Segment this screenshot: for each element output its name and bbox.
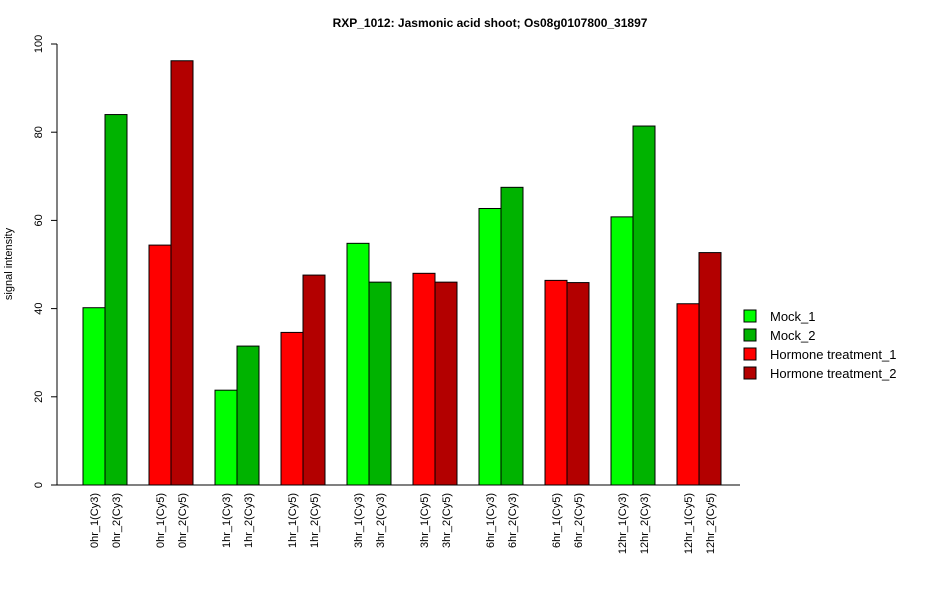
legend-swatch xyxy=(743,309,757,323)
bar xyxy=(280,331,304,486)
bar xyxy=(434,281,458,486)
legend-label: Mock_2 xyxy=(770,328,816,343)
x-tick-label: 12hr_2(Cy5) xyxy=(705,493,717,554)
legend-swatch xyxy=(743,366,757,380)
legend: Mock_1 Mock_2 Hormone treatment_1 Hormone t… xyxy=(743,309,896,381)
bar xyxy=(368,281,392,486)
y-tick-label: 0 xyxy=(33,482,45,488)
bar xyxy=(632,125,656,486)
legend-label: Mock_1 xyxy=(770,309,816,324)
bar xyxy=(676,303,700,486)
legend-label: Hormone treatment_2 xyxy=(770,366,896,381)
bar xyxy=(412,272,436,486)
legend-swatch xyxy=(743,347,757,361)
x-tick-label: 1hr_2(Cy3) xyxy=(243,493,255,548)
x-tick-label: 12hr_2(Cy3) xyxy=(639,493,651,554)
x-tick-label: 3hr_1(Cy5) xyxy=(419,493,431,548)
bar xyxy=(478,207,502,486)
y-tick-label: 40 xyxy=(33,302,45,314)
chart-title: RXP_1012: Jasmonic acid shoot; Os08g0107… xyxy=(333,16,648,30)
y-axis-label: signal intensity xyxy=(3,227,15,300)
x-tick-label: 12hr_1(Cy5) xyxy=(683,493,695,554)
x-tick-label: 3hr_2(Cy5) xyxy=(441,493,453,548)
legend-label: Hormone treatment_1 xyxy=(770,347,896,362)
legend-swatch xyxy=(743,328,757,342)
bar xyxy=(346,242,370,486)
x-tick-label: 0hr_2(Cy5) xyxy=(177,493,189,548)
x-tick-label: 3hr_2(Cy3) xyxy=(375,493,387,548)
bar xyxy=(104,114,128,486)
x-tick-label: 6hr_2(Cy5) xyxy=(573,493,585,548)
x-tick-labels: 0hr_1(Cy3) 0hr_2(Cy3) 0hr_1(Cy5) 0hr_2(Cy5)… xyxy=(89,493,717,554)
bar xyxy=(610,216,634,486)
x-tick-label: 3hr_1(Cy3) xyxy=(353,493,365,548)
x-tick-label: 12hr_1(Cy3) xyxy=(617,493,629,554)
y-tick-label: 80 xyxy=(33,126,45,138)
bar xyxy=(544,279,568,486)
bar xyxy=(500,186,524,486)
bar xyxy=(698,252,722,486)
x-tick-label: 0hr_2(Cy3) xyxy=(111,493,123,548)
bar xyxy=(170,60,194,486)
x-tick-label: 6hr_2(Cy3) xyxy=(507,493,519,548)
bar xyxy=(566,282,590,486)
x-tick-label: 1hr_1(Cy5) xyxy=(287,493,299,548)
bar xyxy=(302,274,326,486)
x-tick-label: 6hr_1(Cy3) xyxy=(485,493,497,548)
bars-group xyxy=(82,60,722,486)
bar xyxy=(214,389,238,486)
y-tick-label: 20 xyxy=(33,391,45,403)
y-axis: 0 20 40 60 80 100 xyxy=(33,35,58,488)
bar xyxy=(82,307,106,486)
bar xyxy=(148,244,172,486)
bar xyxy=(236,345,260,486)
y-tick-label: 60 xyxy=(33,214,45,226)
x-tick-label: 6hr_1(Cy5) xyxy=(551,493,563,548)
x-tick-label: 1hr_2(Cy5) xyxy=(309,493,321,548)
x-tick-label: 1hr_1(Cy3) xyxy=(221,493,233,548)
x-tick-label: 0hr_1(Cy3) xyxy=(89,493,101,548)
y-tick-label: 100 xyxy=(33,35,45,53)
x-tick-label: 0hr_1(Cy5) xyxy=(155,493,167,548)
